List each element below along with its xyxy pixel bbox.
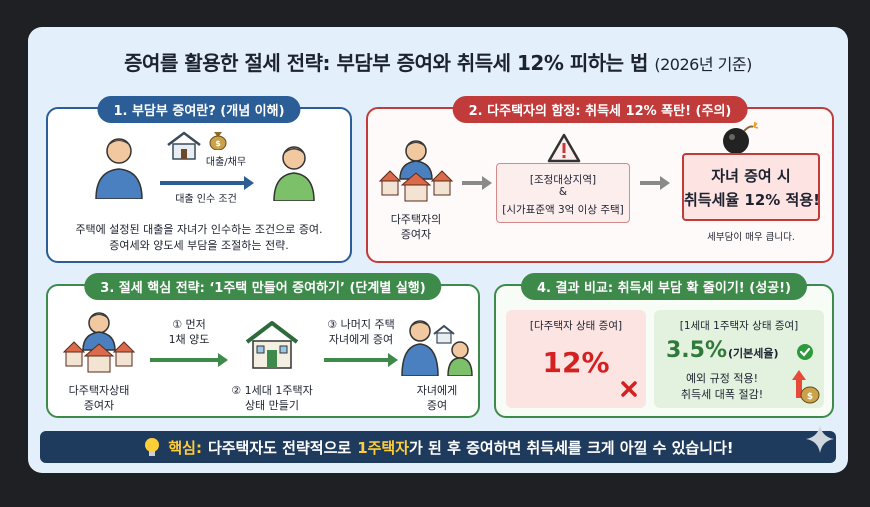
arrow-to-alert (640, 176, 670, 190)
panel-4-heading: 4. 결과 비교: 취득세 부담 확 줄이기! (성공!) (520, 273, 808, 300)
lightbulb-icon (145, 438, 160, 456)
step-1-line-1: ① 먼저 (172, 318, 206, 331)
money-bag-icon: $ (209, 132, 227, 150)
sparkle-icon (806, 425, 834, 453)
page-title: 증여를 활용한 절세 전략: 부담부 증여와 취득세 12% 피하는 법 (20… (28, 47, 848, 76)
condition-and: & (558, 186, 568, 198)
gift-to-child-icon (401, 320, 473, 376)
house-icon (167, 131, 201, 160)
step-2-line-1: ② 1세대 1주택자 (231, 384, 313, 397)
single-home-desc-2: 취득세 대폭 절감! (680, 388, 764, 401)
key-point-banner: 핵심: 다주택자도 전략적으로 1주택자 가 된 후 증여하면 취득세를 크게 … (40, 431, 836, 463)
panel-1-desc-line-2: 증여세와 양도세 부담을 조절하는 전략. (109, 239, 289, 252)
panel-burden-gift: 1. 부담부 증여란? (개념 이해) $ 대출/채무 대출 인수 조건 주택에… (46, 96, 352, 263)
single-home-result-box: [1세대 1주택자 상태 증여] 3.5% (기본세율) 예외 규정 적용! 취… (654, 310, 824, 408)
step-1-arrow (150, 353, 228, 367)
multi-home-result-box: [다주택자 상태 증여] 12% (506, 310, 646, 408)
step-3-line-1: ③ 나머지 주택 (327, 318, 395, 331)
transfer-arrow (160, 176, 254, 190)
alert-box: 자녀 증여 시 취득세율 12% 적용! (682, 153, 820, 221)
alert-line-1: 자녀 증여 시 (711, 167, 791, 185)
step-1-line-2: 1채 양도 (168, 333, 210, 346)
panel-1-heading: 1. 부담부 증여란? (개념 이해) (97, 96, 301, 123)
key-point-part-1: 다주택자도 전략적으로 (207, 438, 352, 457)
multi-home-giver-icon (62, 312, 136, 373)
panel-3-heading: 3. 절세 핵심 전략: ‘1주택 만들어 증여하기’ (단계별 실행) (84, 273, 442, 300)
savings-money-icon: $ (792, 370, 820, 404)
warning-icon (547, 133, 581, 163)
panel-strategy: 3. 절세 핵심 전략: ‘1주택 만들어 증여하기’ (단계별 실행) 다주택… (46, 273, 480, 418)
receiver-label-1: 자녀에게 (416, 384, 458, 397)
condition-1: [조정대상지역] (529, 174, 597, 186)
bomb-icon (723, 121, 759, 154)
debt-tag: 대출/채무 (205, 157, 247, 168)
parent-person-icon (95, 138, 143, 199)
key-point-highlight: 1주택자 (357, 438, 410, 457)
infographic-card: 증여를 활용한 절세 전략: 부담부 증여와 취득세 12% 피하는 법 (20… (28, 27, 848, 473)
panel-1-desc-line-1: 주택에 설정된 대출을 자녀가 인수하는 조건으로 증여. (75, 223, 323, 236)
single-house-icon (245, 321, 299, 369)
giver-label-1: 다주택자상태 (68, 384, 130, 397)
title-main: 증여를 활용한 절세 전략: 부담부 증여와 취득세 12% 피하는 법 (124, 51, 648, 75)
x-mark-icon (621, 381, 637, 397)
owner-label-2: 증여자 (400, 228, 432, 241)
condition-box: [조정대상지역] & [시가표준액 3억 이상 주택] (496, 163, 630, 223)
arrow-to-condition (462, 176, 492, 190)
single-home-result-label: [1세대 1주택자 상태 증여] (679, 320, 799, 332)
condition-2: [시가표준액 3억 이상 주택] (502, 204, 624, 216)
step-3-line-2: 자녀에게 증여 (328, 333, 394, 346)
child-person-icon (273, 146, 315, 201)
loan-assume-label: 대출 인수 조건 (175, 194, 237, 205)
svg-text:$: $ (215, 139, 221, 148)
multi-home-owner-icon (378, 140, 454, 202)
giver-label-2: 증여자 (83, 399, 115, 412)
title-sub: (2026년 기준) (654, 55, 752, 74)
owner-label-1: 다주택자의 (390, 213, 442, 226)
alert-line-2: 취득세율 12% 적용! (684, 191, 820, 209)
single-home-desc-1: 예외 규정 적용! (685, 372, 759, 385)
check-circle-icon (797, 344, 813, 360)
key-point-prefix: 핵심: (168, 438, 202, 457)
multi-home-result-label: [다주택자 상태 증여] (529, 320, 623, 332)
panel-2-heading: 2. 다주택자의 함정: 취득세 12% 폭탄! (주의) (452, 96, 748, 123)
multi-home-rate: 12% (542, 346, 610, 379)
alert-note: 세부담이 매우 큽니다. (707, 232, 795, 243)
svg-text:$: $ (807, 392, 813, 402)
single-home-rate-note: (기본세율) (728, 347, 779, 360)
single-home-rate: 3.5% (666, 338, 728, 363)
panel-result-compare: 4. 결과 비교: 취득세 부담 확 줄이기! (성공!) [다주택자 상태 증… (494, 273, 834, 418)
step-2-line-2: 상태 만들기 (244, 399, 300, 412)
receiver-label-2: 증여 (426, 399, 448, 412)
key-point-part-2: 가 된 후 증여하면 취득세를 크게 아낄 수 있습니다! (409, 438, 734, 457)
panel-multi-home-trap: 2. 다주택자의 함정: 취득세 12% 폭탄! (주의) 다주택자의 증여자 … (366, 96, 834, 263)
step-3-arrow (324, 353, 398, 367)
